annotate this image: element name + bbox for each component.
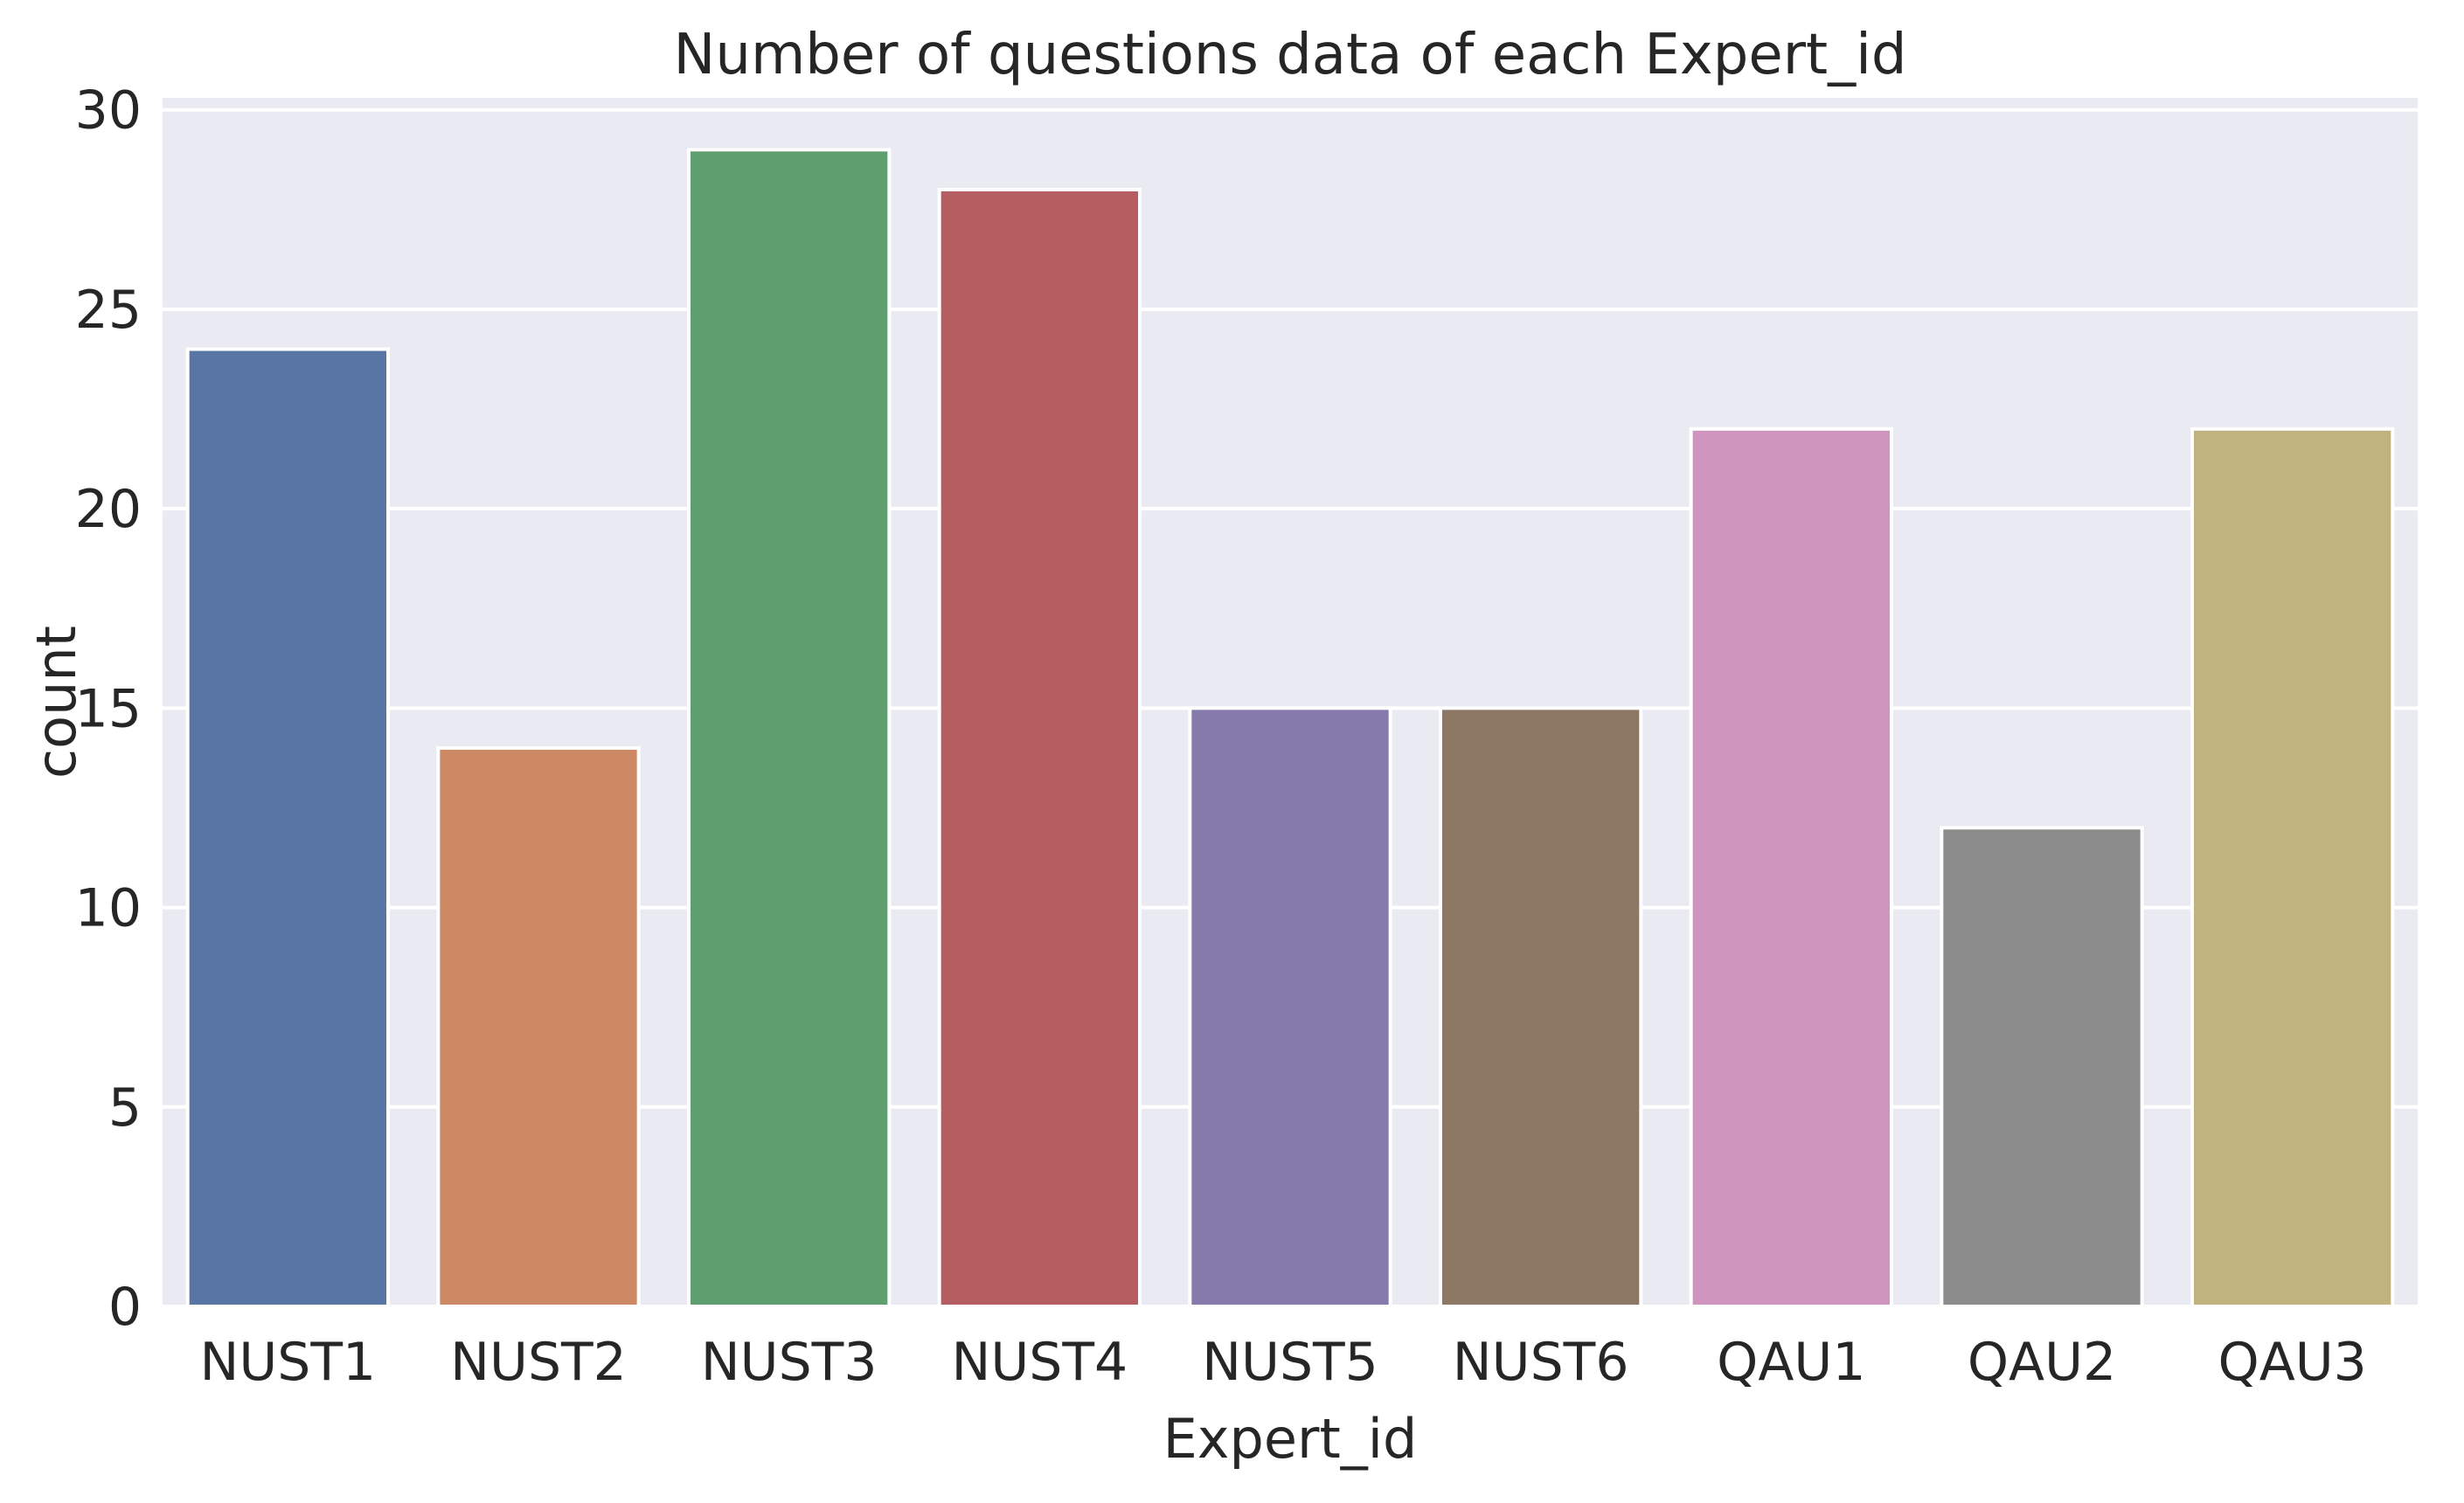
- bar-qau2: [1940, 826, 2144, 1308]
- x-tick-label: QAU2: [1968, 1332, 2116, 1393]
- y-axis-ticks: 0 5 10 15 20 25 30: [75, 80, 142, 1338]
- x-axis-ticks: NUST1 NUST2 NUST3 NUST4 NUST5 NUST6 QAU1 QAU2 QA…: [199, 1332, 2366, 1393]
- y-tick-label: 5: [108, 1077, 142, 1139]
- bars: [185, 148, 2395, 1308]
- x-axis-label: Expert_id: [1163, 1407, 1418, 1471]
- x-tick-label: NUST4: [951, 1332, 1128, 1393]
- bar-nust4: [937, 187, 1142, 1308]
- bar-nust3: [687, 148, 892, 1308]
- bar-nust6: [1439, 706, 1643, 1308]
- y-tick-label: 30: [75, 80, 142, 142]
- x-tick-label: NUST2: [450, 1332, 627, 1393]
- x-tick-label: QAU3: [2218, 1332, 2366, 1393]
- x-tick-label: NUST5: [1202, 1332, 1378, 1393]
- bar-nust1: [185, 347, 390, 1308]
- y-tick-label: 25: [75, 280, 142, 341]
- x-tick-label: NUST1: [199, 1332, 376, 1393]
- bar-qau3: [2190, 426, 2395, 1308]
- x-tick-label: NUST6: [1453, 1332, 1629, 1393]
- chart-title: Number of questions data of each Expert_…: [674, 23, 1907, 87]
- x-tick-label: NUST3: [701, 1332, 878, 1393]
- y-tick-label: 10: [75, 878, 142, 939]
- y-tick-label: 15: [75, 678, 142, 739]
- bar-nust2: [436, 745, 641, 1308]
- y-axis-label: count: [24, 626, 88, 779]
- y-tick-label: 20: [75, 479, 142, 540]
- bar-qau1: [1689, 426, 1893, 1308]
- y-tick-label: 0: [108, 1277, 142, 1338]
- bar-nust5: [1188, 706, 1392, 1308]
- x-tick-label: QAU1: [1717, 1332, 1865, 1393]
